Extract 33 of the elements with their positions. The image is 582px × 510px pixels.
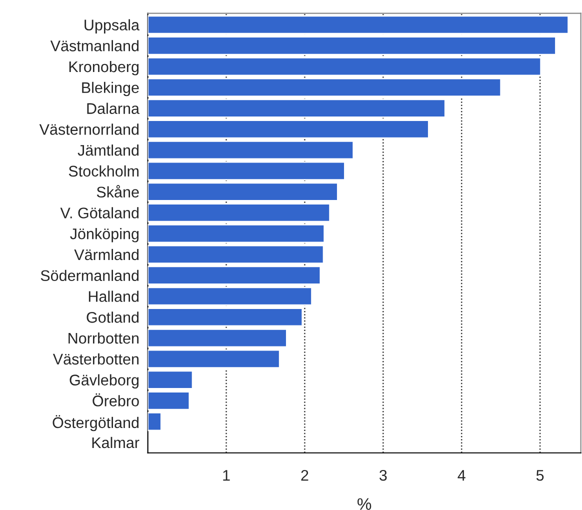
bar xyxy=(148,56,542,76)
x-tick-label: 5 xyxy=(536,470,544,481)
y-tick-label: Stockholm xyxy=(68,165,138,177)
y-tick-label: V. Götaland xyxy=(60,207,139,218)
y-tick-label: Västernorrland xyxy=(39,124,139,135)
x-tick-label: 4 xyxy=(458,470,466,481)
x-tick-label: 1 xyxy=(223,470,230,481)
y-tick-label: Dalarna xyxy=(87,102,140,114)
y-tick-label: Uppsala xyxy=(84,19,140,34)
y-tick-label: Kronoberg xyxy=(69,60,139,76)
y-tick-label: Gävleborg xyxy=(70,374,139,388)
y-tick-label: Gotland xyxy=(86,312,139,323)
y-tick-label: Värmland xyxy=(74,248,139,260)
y-tick-label: Skåne xyxy=(96,185,139,198)
x-tick-label: 3 xyxy=(379,470,387,481)
y-tick-label: Östergötland xyxy=(52,415,139,432)
y-tick-label: Södermanland xyxy=(40,270,139,282)
y-tick-label: Jämtland xyxy=(78,144,139,156)
y-tick-label: Kalmar xyxy=(92,436,140,448)
bar xyxy=(148,140,354,160)
y-tick-label: Norrbotten xyxy=(68,332,139,344)
bar xyxy=(148,161,346,181)
y-tick-label: Västmanland xyxy=(50,40,139,52)
x-axis-title: % xyxy=(358,498,372,510)
x-tick-label: 2 xyxy=(301,470,308,481)
y-tick-label: Halland xyxy=(88,290,139,302)
y-tick-label: Jönköping xyxy=(70,228,139,242)
y-tick-label: Blekinge xyxy=(82,82,139,96)
y-tick-label: Örebro xyxy=(92,393,139,406)
bar xyxy=(148,412,162,432)
y-tick-label: Västerbotten xyxy=(52,353,139,365)
bar xyxy=(148,328,288,348)
bar xyxy=(148,244,324,264)
